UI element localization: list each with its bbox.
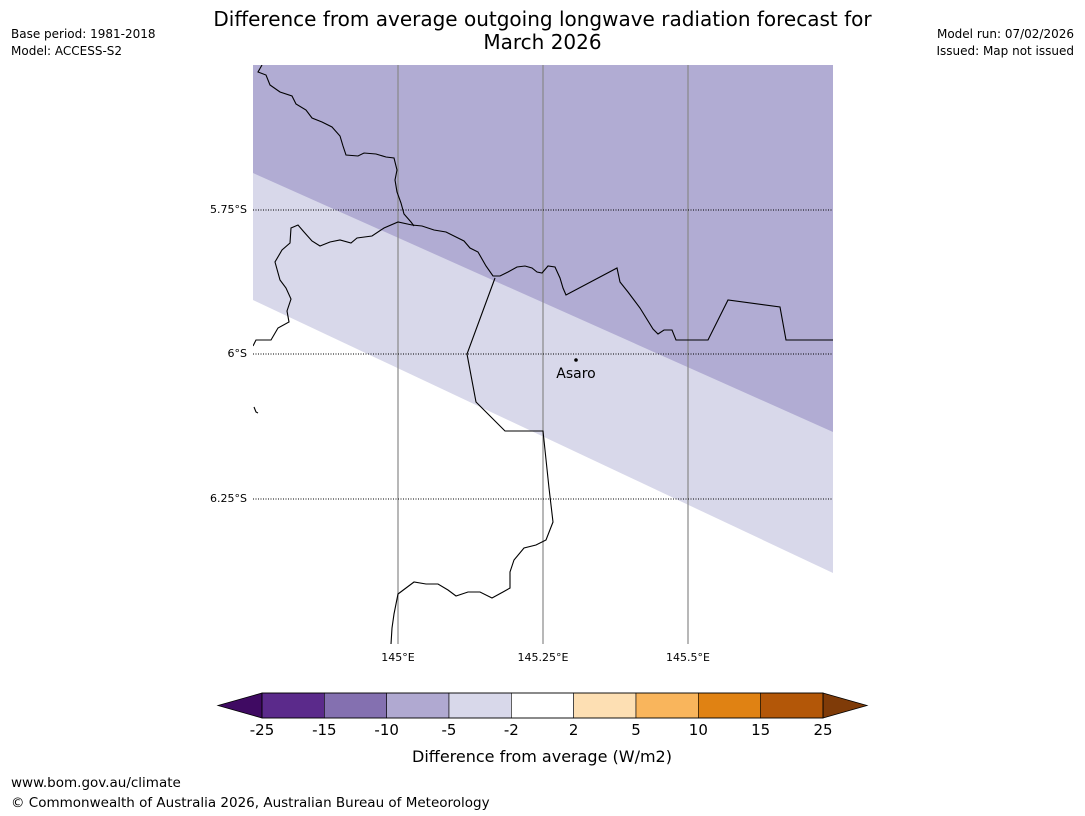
colorbar-tick-label: -15 (312, 721, 337, 739)
title-line-1: Difference from average outgoing longwav… (213, 7, 872, 31)
colorbar-tick-label: 2 (569, 721, 579, 739)
colorbar-high-extension (822, 692, 869, 719)
colorbar-tick-label: 25 (813, 721, 832, 739)
footer-url[interactable]: www.bom.gov.au/climate (11, 775, 181, 791)
model-name: Model: ACCESS-S2 (11, 44, 123, 58)
boundary-west-fragment (253, 406, 259, 414)
colorbar-tick-label: -25 (250, 721, 275, 739)
colorbar-low-extension (216, 692, 263, 719)
colorbar-segment (573, 692, 637, 719)
meta-right: Model run: 07/02/2026 Issued: Map not is… (936, 26, 1074, 60)
colorbar-tick-labels: -25 -15 -10 -5 -2 2 5 10 15 25 (250, 721, 833, 739)
boundary-north (257, 65, 415, 227)
lon-label-145: 145°E (381, 651, 414, 664)
asaro-marker (574, 358, 578, 362)
colorbar-tick-label: -5 (442, 721, 457, 739)
colorbar: -25 -15 -10 -5 -2 2 5 10 15 25 Difference from av… (216, 692, 869, 766)
colorbar-segment (760, 692, 824, 719)
issued-status: Issued: Map not issued (936, 44, 1074, 58)
lat-label-6-25: 6.25°S (210, 492, 247, 505)
boundary-central (253, 221, 833, 347)
colorbar-tick-label: 10 (689, 721, 708, 739)
colorbar-segment (324, 692, 387, 719)
lat-label-6: 6°S (228, 347, 247, 360)
asaro-label: Asaro (556, 366, 595, 382)
model-run: Model run: 07/02/2026 (936, 27, 1074, 41)
colorbar-segment (635, 692, 699, 719)
colorbar-segment (386, 692, 450, 719)
colorbar-title: Difference from average (W/m2) (412, 747, 672, 766)
base-period: Base period: 1981-2018 (11, 27, 156, 41)
colorbar-tick-label: -10 (374, 721, 399, 739)
colorbar-tick-label: 15 (751, 721, 770, 739)
lat-label-5-75: 5.75°S (210, 203, 247, 216)
colorbar-segment (698, 692, 761, 719)
lon-label-145-5: 145.5°E (666, 651, 710, 664)
meta-left: Base period: 1981-2018 Model: ACCESS-S2 (11, 26, 156, 60)
colorbar-frame (261, 692, 824, 719)
footer-copyright: © Commonwealth of Australia 2026, Austra… (11, 795, 490, 811)
colorbar-tick-label: -2 (504, 721, 519, 739)
map-area (253, 65, 833, 644)
colorbar-segments (261, 692, 824, 719)
colorbar-segment (261, 692, 325, 719)
boundary-east (390, 277, 554, 644)
colorbar-segment (511, 692, 574, 719)
colorbar-tick-label: 5 (631, 721, 641, 739)
lon-label-145-25: 145.25°E (518, 651, 569, 664)
colorbar-segment (448, 692, 512, 719)
map-title: Difference from average outgoing longwav… (150, 8, 935, 54)
title-line-2: March 2026 (483, 30, 602, 54)
